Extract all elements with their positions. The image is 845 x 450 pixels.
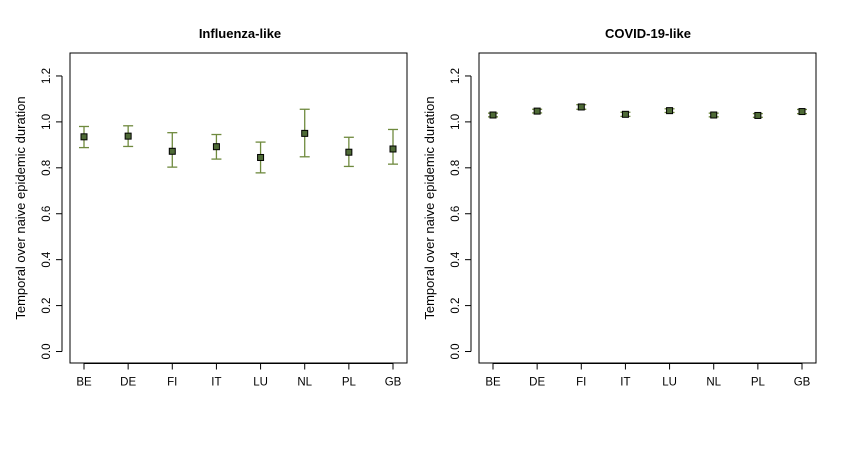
- y-tick-label: 0.6: [41, 206, 53, 222]
- panel-influenza-like: Influenza-like Temporal over naive epide…: [13, 26, 408, 389]
- y-tick-label: 1.2: [450, 68, 462, 84]
- data-point-nl: [708, 111, 719, 119]
- point-marker: [212, 143, 220, 151]
- y-tick-label: 0.2: [450, 298, 462, 314]
- data-point-be: [488, 111, 498, 119]
- x-tick-label: NL: [706, 377, 721, 389]
- data-point-nl: [299, 108, 310, 158]
- data-point-lu: [664, 107, 675, 115]
- y-tick-label: 0.8: [41, 160, 53, 176]
- x-tick-label: GB: [385, 377, 402, 389]
- y-tick-label: 1.0: [41, 114, 53, 130]
- y-tick-label: 0.4: [450, 251, 462, 268]
- x-axis: BE DE FI IT LU NL PL GB: [76, 363, 402, 389]
- chart-title: COVID-19-like: [605, 26, 691, 41]
- point-marker: [301, 129, 309, 137]
- x-tick-label: FI: [576, 377, 586, 389]
- point-marker: [754, 111, 762, 119]
- y-tick-label: 0.2: [41, 298, 53, 314]
- x-tick-label: PL: [342, 377, 357, 389]
- x-tick-label: PL: [751, 377, 766, 389]
- point-marker: [710, 111, 718, 119]
- y-tick-label: 0.6: [450, 206, 462, 222]
- data-point-gb: [797, 108, 807, 116]
- y-axis: 0.0 0.2 0.4 0.6 0.8 1.0 1.2: [41, 68, 63, 360]
- point-marker: [489, 111, 497, 119]
- point-marker: [80, 133, 88, 141]
- data-point-gb: [388, 128, 398, 165]
- y-tick-label: 1.2: [41, 68, 53, 84]
- data-point-fi: [167, 132, 178, 168]
- x-tick-label: NL: [297, 377, 312, 389]
- data-point-it: [211, 133, 222, 160]
- data-point-de: [532, 107, 543, 115]
- x-tick-label: BE: [485, 377, 501, 389]
- point-marker: [666, 107, 674, 115]
- data-point-pl: [752, 111, 763, 119]
- y-axis-label: Temporal over naive epidemic duration: [422, 96, 437, 319]
- plot-frame: [69, 52, 408, 364]
- data-marks: [488, 103, 807, 119]
- y-tick-label: 0.8: [450, 160, 462, 176]
- y-axis-label: Temporal over naive epidemic duration: [13, 96, 28, 319]
- x-axis: BE DE FI IT LU NL PL GB: [485, 363, 811, 389]
- data-point-de: [123, 125, 134, 148]
- data-point-fi: [576, 103, 587, 111]
- data-point-lu: [255, 141, 266, 174]
- y-axis: 0.0 0.2 0.4 0.6 0.8 1.0 1.2: [450, 68, 472, 360]
- y-tick-label: 0.0: [450, 344, 462, 360]
- x-tick-label: GB: [794, 377, 811, 389]
- x-tick-label: LU: [662, 377, 677, 389]
- x-tick-label: IT: [211, 377, 221, 389]
- x-tick-label: DE: [120, 377, 136, 389]
- y-tick-label: 0.0: [41, 344, 53, 360]
- point-marker: [345, 148, 353, 156]
- x-tick-label: FI: [167, 377, 177, 389]
- data-marks: [79, 108, 398, 174]
- x-tick-label: LU: [253, 377, 268, 389]
- point-marker: [621, 110, 629, 118]
- point-marker: [257, 153, 265, 161]
- x-tick-label: BE: [76, 377, 92, 389]
- point-marker: [533, 107, 541, 115]
- data-point-pl: [343, 136, 354, 168]
- data-point-it: [620, 110, 631, 118]
- chart-title: Influenza-like: [199, 26, 281, 41]
- point-marker: [798, 108, 806, 116]
- panel-covid-19-like: COVID-19-like Temporal over naive epidem…: [422, 26, 817, 389]
- point-marker: [577, 103, 585, 111]
- point-marker: [389, 145, 397, 153]
- data-point-be: [79, 125, 89, 149]
- x-tick-label: IT: [620, 377, 630, 389]
- x-tick-label: DE: [529, 377, 545, 389]
- y-tick-label: 0.4: [41, 251, 53, 268]
- plot-frame: [478, 52, 817, 364]
- y-tick-label: 1.0: [450, 114, 462, 130]
- point-marker: [168, 147, 176, 155]
- point-marker: [124, 132, 132, 140]
